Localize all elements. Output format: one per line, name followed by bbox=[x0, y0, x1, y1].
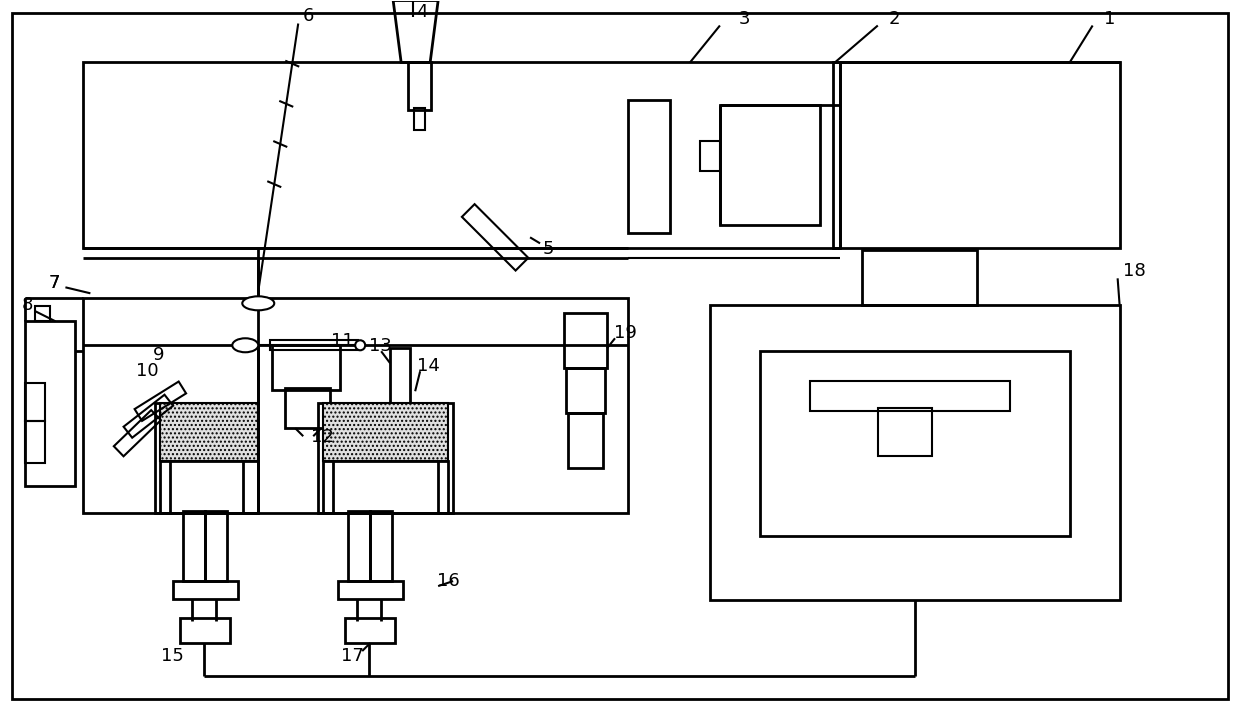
Text: 2: 2 bbox=[889, 9, 900, 28]
Bar bbox=[760, 351, 1070, 536]
Text: 17: 17 bbox=[341, 647, 363, 665]
Text: 7: 7 bbox=[48, 274, 61, 292]
Text: 3: 3 bbox=[739, 9, 750, 28]
Text: 7: 7 bbox=[48, 274, 61, 292]
Bar bbox=[564, 314, 608, 368]
Text: 11: 11 bbox=[331, 332, 353, 351]
Bar bbox=[568, 413, 603, 468]
Bar bbox=[26, 383, 46, 421]
Bar bbox=[324, 461, 448, 513]
Bar bbox=[36, 306, 51, 321]
Text: 1: 1 bbox=[1104, 9, 1115, 28]
Bar bbox=[285, 388, 330, 428]
Text: 9: 9 bbox=[153, 346, 164, 364]
Bar bbox=[438, 403, 453, 513]
Text: 12: 12 bbox=[311, 428, 334, 447]
Text: 8: 8 bbox=[22, 296, 33, 314]
Text: 6: 6 bbox=[303, 6, 314, 24]
Bar bbox=[273, 346, 340, 390]
Bar bbox=[720, 105, 820, 225]
Bar bbox=[243, 403, 258, 513]
Bar bbox=[627, 100, 670, 233]
Text: 16: 16 bbox=[436, 572, 460, 590]
Bar bbox=[862, 250, 977, 305]
Bar bbox=[833, 63, 1120, 248]
Bar bbox=[184, 511, 206, 581]
Bar bbox=[339, 581, 403, 599]
Bar bbox=[371, 511, 392, 581]
Bar bbox=[26, 421, 46, 463]
Bar bbox=[699, 141, 720, 171]
Bar bbox=[810, 381, 1009, 411]
Text: 4: 4 bbox=[417, 3, 428, 21]
Bar bbox=[348, 511, 371, 581]
Bar bbox=[324, 403, 448, 461]
Bar bbox=[83, 63, 839, 248]
Text: 10: 10 bbox=[136, 362, 159, 380]
Bar bbox=[345, 618, 396, 643]
Bar bbox=[174, 581, 238, 599]
Bar bbox=[83, 299, 627, 513]
Text: 18: 18 bbox=[1123, 262, 1146, 280]
Bar bbox=[26, 321, 76, 486]
Bar bbox=[414, 109, 425, 130]
Text: 19: 19 bbox=[614, 324, 636, 342]
Ellipse shape bbox=[355, 341, 366, 351]
Bar bbox=[878, 408, 931, 456]
Bar bbox=[408, 63, 432, 110]
Bar bbox=[565, 368, 605, 413]
Bar bbox=[319, 403, 334, 513]
Ellipse shape bbox=[242, 296, 274, 310]
Bar bbox=[160, 403, 258, 461]
Bar bbox=[711, 305, 1120, 600]
Bar bbox=[391, 348, 410, 423]
Bar bbox=[160, 461, 258, 513]
Bar bbox=[206, 511, 227, 581]
Text: 15: 15 bbox=[161, 647, 184, 665]
Text: 5: 5 bbox=[542, 240, 554, 258]
Text: 13: 13 bbox=[368, 337, 392, 356]
Bar bbox=[155, 403, 170, 513]
Bar bbox=[180, 618, 231, 643]
Text: 14: 14 bbox=[417, 357, 440, 375]
Bar bbox=[270, 341, 358, 351]
Ellipse shape bbox=[232, 338, 258, 352]
